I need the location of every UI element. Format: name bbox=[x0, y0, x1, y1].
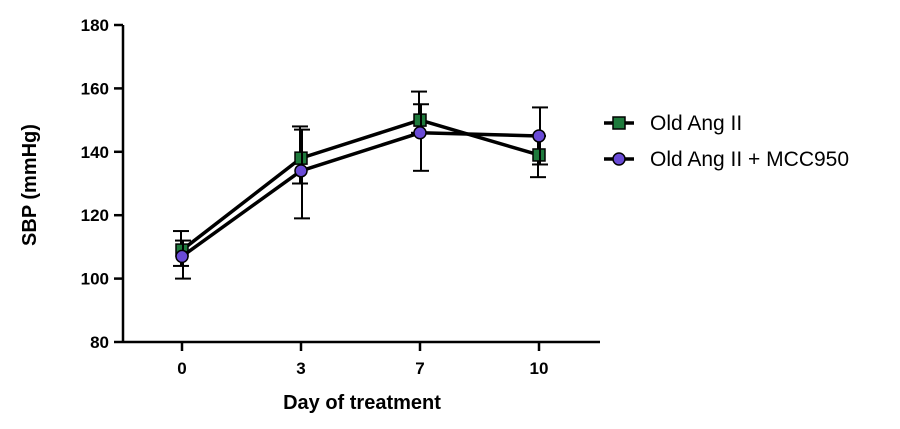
legend-label: Old Ang II + MCC950 bbox=[650, 148, 849, 171]
y-tick-label: 180 bbox=[81, 16, 109, 35]
data-point bbox=[175, 249, 189, 264]
x-tick-label: 0 bbox=[177, 359, 186, 378]
x-tick-label: 7 bbox=[415, 359, 424, 378]
y-ticks: 80 100 120 140 160 180 bbox=[81, 16, 123, 352]
x-axis-title: Day of treatment bbox=[283, 392, 441, 414]
series-layer bbox=[173, 90, 548, 280]
legend-item: Old Ang II bbox=[604, 112, 742, 135]
y-tick-label: 120 bbox=[81, 206, 109, 225]
series-line bbox=[180, 131, 540, 258]
legend-marker bbox=[612, 152, 626, 166]
y-tick-label: 140 bbox=[81, 143, 109, 162]
x-tick-label: 10 bbox=[530, 359, 549, 378]
series-line bbox=[180, 118, 540, 252]
data-point bbox=[532, 129, 546, 143]
legend-label: Old Ang II bbox=[650, 112, 742, 135]
x-tick-label: 3 bbox=[296, 359, 305, 378]
y-tick-label: 160 bbox=[81, 79, 109, 98]
axes bbox=[121, 25, 600, 344]
series-0 bbox=[173, 90, 546, 267]
x-ticks: 0 3 7 10 bbox=[177, 342, 548, 378]
legend: Old Ang II Old Ang II + MCC950 bbox=[604, 112, 849, 171]
series-1 bbox=[175, 103, 548, 280]
y-tick-label: 80 bbox=[90, 333, 109, 352]
legend-item: Old Ang II + MCC950 bbox=[604, 148, 849, 171]
legend-marker bbox=[612, 116, 626, 130]
data-point bbox=[413, 126, 427, 140]
y-tick-label: 100 bbox=[81, 270, 109, 289]
y-axis-title: SBP (mmHg) bbox=[19, 124, 41, 246]
data-point bbox=[294, 164, 308, 178]
